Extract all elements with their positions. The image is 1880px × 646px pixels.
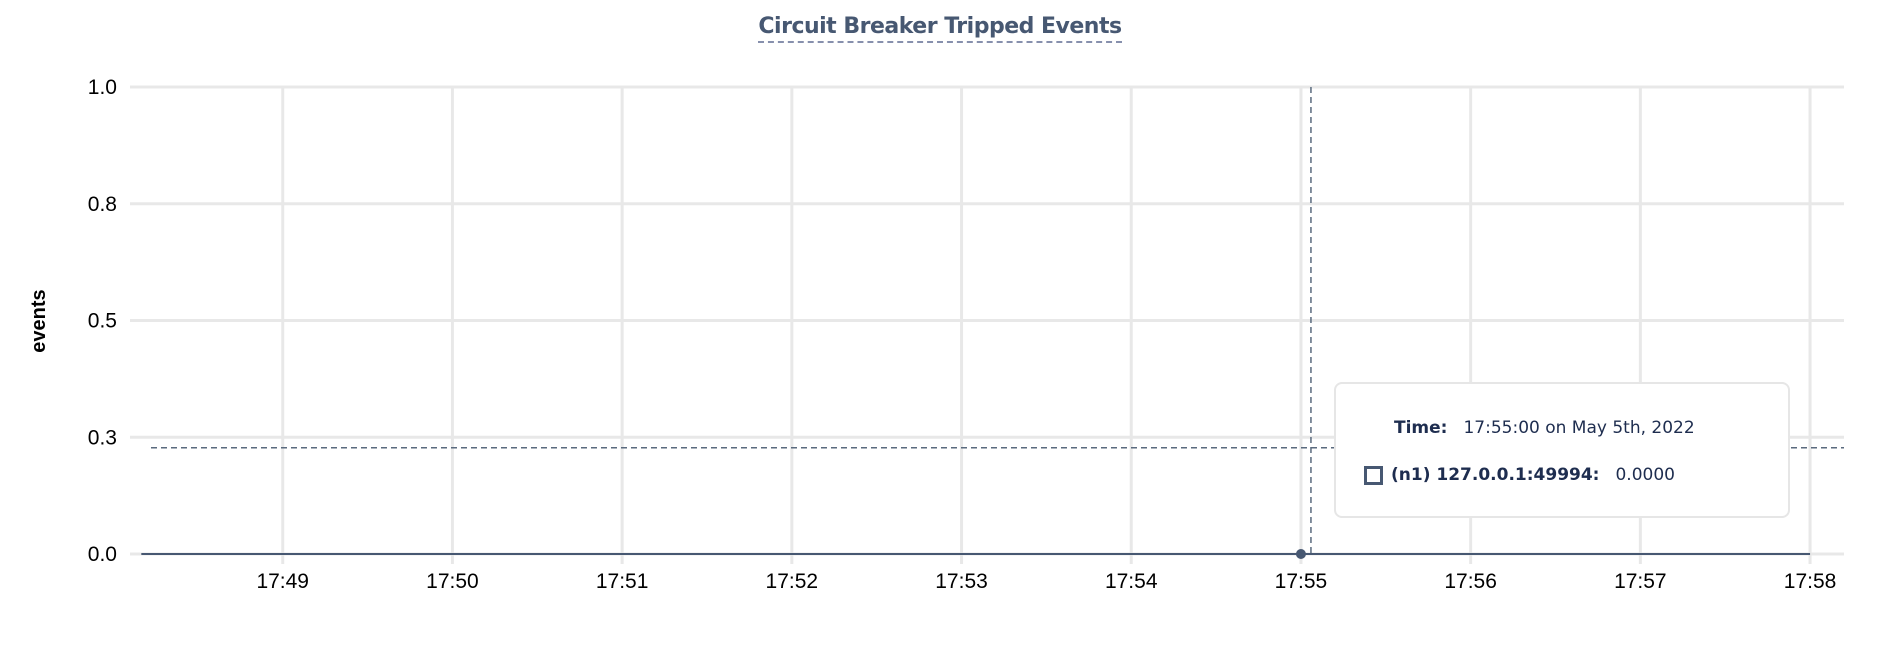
tooltip: Time: 17:55:00 on May 5th, 2022 (n1) 127.… xyxy=(1334,382,1790,518)
tooltip-time-label: Time: xyxy=(1394,418,1448,438)
tooltip-series-row: (n1) 127.0.0.1:49994: 0.0000 xyxy=(1364,465,1675,485)
tooltip-series-label: (n1) 127.0.0.1:49994: xyxy=(1391,465,1600,485)
series-swatch-icon xyxy=(1364,465,1383,485)
y-axis-label: events xyxy=(28,289,50,352)
chart-title[interactable]: Circuit Breaker Tripped Events xyxy=(758,14,1122,43)
x-tick-label: 17:50 xyxy=(426,570,479,593)
tooltip-time-row: Time: 17:55:00 on May 5th, 2022 xyxy=(1394,418,1695,438)
x-tick-label: 17:52 xyxy=(766,570,819,593)
tooltip-time-value: 17:55:00 on May 5th, 2022 xyxy=(1463,418,1695,438)
tooltip-series-value: 0.0000 xyxy=(1615,465,1675,485)
x-tick-label: 17:55 xyxy=(1275,570,1328,593)
x-tick-label: 17:54 xyxy=(1105,570,1158,593)
y-tick-label: 0.3 xyxy=(88,426,117,449)
x-tick-label: 17:57 xyxy=(1614,570,1667,593)
x-tick-label: 17:49 xyxy=(256,570,309,593)
y-tick-label: 0.5 xyxy=(88,310,117,333)
x-tick-label: 17:51 xyxy=(596,570,649,593)
y-tick-label: 0.8 xyxy=(88,193,117,216)
x-tick-label: 17:58 xyxy=(1784,570,1837,593)
chart-title-wrap: Circuit Breaker Tripped Events xyxy=(0,14,1880,43)
x-tick-label: 17:56 xyxy=(1444,570,1497,593)
y-tick-label: 0.0 xyxy=(88,543,117,566)
hover-point xyxy=(1295,549,1306,559)
x-tick-label: 17:53 xyxy=(935,570,988,593)
y-tick-label: 1.0 xyxy=(88,76,117,99)
